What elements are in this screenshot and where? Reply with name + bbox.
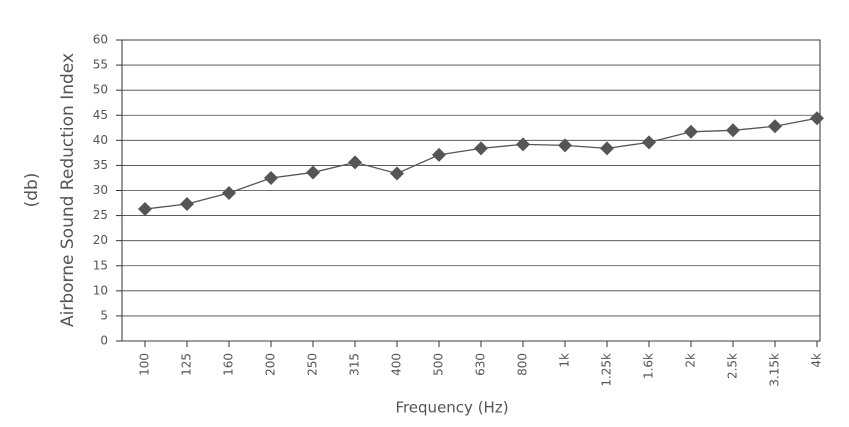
data-point: [432, 147, 446, 162]
y-tick-label: 45: [93, 108, 108, 122]
x-tick-label: 160: [222, 353, 236, 376]
y-tick-label: 5: [100, 308, 108, 322]
data-point: [810, 111, 824, 126]
y-tick-label: 30: [93, 183, 108, 197]
y-tick-label: 0: [100, 334, 108, 348]
x-tick-label: 2k: [684, 353, 698, 368]
y-tick-label: 55: [93, 58, 108, 72]
y-tick-label: 50: [93, 83, 108, 97]
x-tick-label: 1k: [558, 353, 572, 368]
data-point: [516, 137, 530, 152]
y-axis-unit: (db): [22, 173, 42, 208]
data-point: [600, 141, 614, 156]
x-tick-label: 100: [138, 353, 152, 376]
data-point: [558, 138, 572, 153]
data-point: [642, 135, 656, 150]
y-tick-label: 35: [93, 158, 108, 172]
x-tick-label: 4k: [810, 353, 824, 368]
x-tick-label: 250: [306, 353, 320, 376]
data-point: [138, 202, 152, 217]
y-axis-title: Airborne Sound Reduction Index: [58, 53, 78, 327]
x-tick-label: 400: [390, 353, 404, 376]
x-tick-label: 2.5k: [726, 353, 740, 379]
x-tick-label: 3.15k: [768, 353, 782, 387]
x-tick-label: 1.6k: [642, 353, 656, 379]
data-point: [306, 165, 320, 180]
x-tick-label: 200: [264, 353, 278, 376]
x-tick-label: 630: [474, 353, 488, 376]
data-point: [768, 119, 782, 134]
x-tick-label: 500: [432, 353, 446, 376]
x-tick-label: 315: [348, 353, 362, 376]
y-tick-label: 10: [93, 283, 108, 297]
x-tick-label: 1.25k: [600, 353, 614, 387]
data-point: [180, 197, 194, 212]
data-point: [264, 170, 278, 185]
y-tick-label: 25: [93, 208, 108, 222]
x-axis-title: Frequency (Hz): [395, 399, 508, 417]
data-point: [348, 155, 362, 170]
y-tick-label: 20: [93, 233, 108, 247]
y-tick-label: 15: [93, 258, 108, 272]
data-point: [684, 124, 698, 139]
x-tick-label: 125: [180, 353, 194, 376]
data-point: [726, 123, 740, 138]
series-line: [144, 117, 818, 210]
data-point: [222, 186, 236, 201]
y-tick-label: 60: [93, 33, 108, 47]
x-tick-label: 800: [516, 353, 530, 376]
y-tick-label: 40: [93, 133, 108, 147]
data-point: [390, 166, 404, 181]
data-point: [474, 141, 488, 156]
